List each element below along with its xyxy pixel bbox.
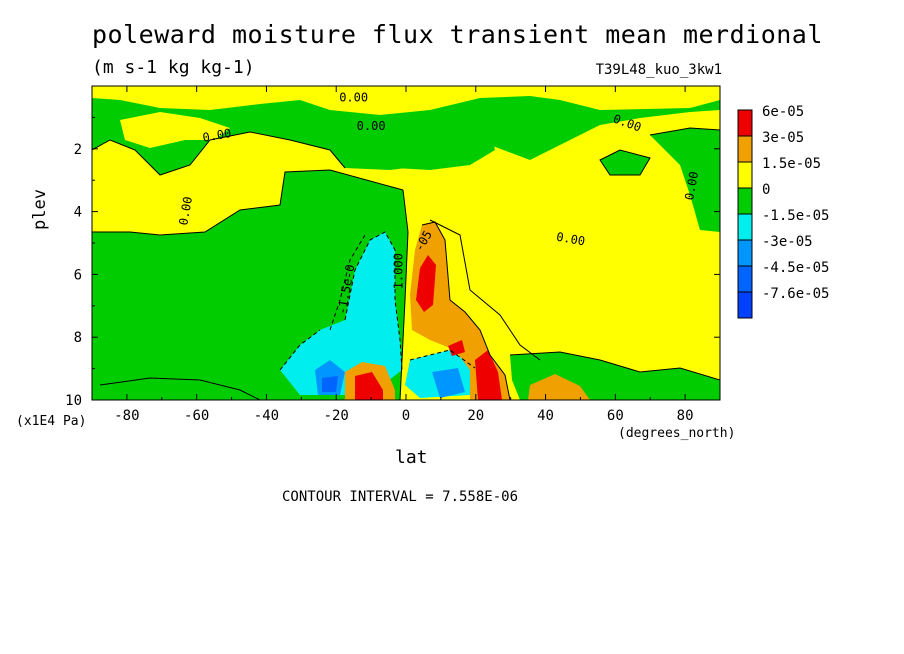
run-id-label: T39L48_kuo_3kw1 [595,62,722,78]
contour-label: 1.000 [392,253,406,289]
x-tick-label: -20 [324,408,349,424]
legend-label: 1.5e-05 [762,156,821,172]
x-tick-label: 60 [607,408,624,424]
band-pos-red-2 [475,350,502,400]
legend-label: -7.6e-05 [762,286,829,302]
x-tick-label: 80 [677,408,694,424]
x-tick-label: 40 [537,408,554,424]
legend-swatch [737,291,753,319]
band-neg-deep [322,376,338,392]
contour-lines-negative [279,231,476,371]
contour-lines [92,127,720,400]
legend-swatch [737,239,753,267]
color-legend: 6e-05 3e-05 1.5e-05 0 -1.5e-05 -3e-05 -4.5e-05… [737,104,829,319]
legend-swatch [737,109,753,137]
band-pos-red-3 [355,372,383,400]
legend-swatch [737,187,753,215]
legend-swatch [737,265,753,293]
legend-label: 3e-05 [762,130,804,146]
y-axis-units: (x1E4 Pa) [16,414,87,429]
x-axis-ticks: -80 -60 -40 -20 0 20 40 60 80 [91,86,721,424]
contour-label: 0.00 [201,126,232,145]
band-negative-patch-c [650,128,720,232]
legend-swatch [737,213,753,241]
legend-swatch [737,135,753,163]
x-tick-label: 0 [402,408,410,424]
x-tick-label: -80 [114,408,139,424]
legend-label: -3e-05 [762,234,813,250]
y-axis-ticks: 2 4 6 8 10 [65,116,720,409]
contour-interval: CONTOUR INTERVAL = 7.558E-06 [282,489,519,505]
y-tick-label: 10 [65,393,82,409]
x-axis-label: lat [395,447,428,468]
chart-units: (m s-1 kg kg-1) [92,57,255,78]
band-positive-top [92,86,720,115]
contour-label: 0.00 [682,170,701,201]
x-tick-label: -60 [184,408,209,424]
legend-swatch [737,161,753,189]
legend-label: 6e-05 [762,104,804,120]
legend-label: -4.5e-05 [762,260,829,276]
band-positive-topleft [120,112,230,148]
band-pos-orange-3 [528,374,590,400]
contour-label: 0.00 [339,91,368,105]
y-tick-label: 6 [74,267,82,283]
band-negative-patch-a [335,122,495,170]
band-negative-patch-b [600,150,650,175]
band-neg-cyan [280,232,402,395]
contour-label: 0.00 [555,230,586,249]
contour-label: 0.00 [176,195,195,226]
y-tick-label: 2 [74,142,82,158]
chart-title: poleward moisture flux transient mean me… [92,20,823,49]
x-tick-label: -40 [254,408,279,424]
band-pos-red-1 [416,255,436,312]
band-neg-blue-2 [432,368,465,398]
y-tick-label: 4 [74,205,82,221]
x-tick-label: 20 [467,408,484,424]
legend-label: -1.5e-05 [762,208,829,224]
contour-label: 0.00 [357,119,386,133]
legend-label: 0 [762,182,770,198]
x-axis-units: (degrees_north) [618,426,736,441]
band-positive-main [92,110,720,400]
contour-fill [92,86,720,400]
y-tick-label: 8 [74,330,82,346]
